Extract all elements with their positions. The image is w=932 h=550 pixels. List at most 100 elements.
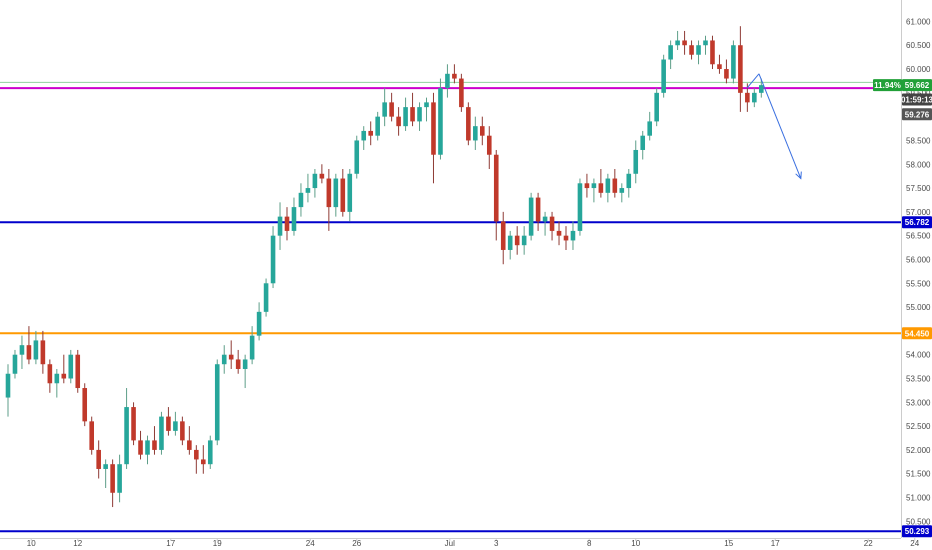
price-tags: 11.94% 59.662 01:59:13 59.276 56.782 54.450 50… [873, 79, 932, 538]
candle-body [486, 135, 492, 155]
candle-body [180, 421, 185, 441]
candle [493, 149, 499, 241]
candle [514, 226, 520, 255]
candle [570, 221, 576, 250]
candle [40, 330, 46, 374]
candle-body [591, 183, 597, 189]
candle-body [305, 188, 311, 193]
candle [759, 78, 764, 98]
y-tick-label: 54.000 [906, 351, 931, 360]
candle-body [682, 40, 687, 46]
candle [654, 88, 659, 127]
candle-body [452, 73, 457, 79]
candle-body [47, 364, 53, 384]
candle-body [249, 335, 255, 360]
candle-body [703, 40, 708, 46]
candle [389, 92, 394, 122]
candle-body [159, 416, 164, 450]
candle-body [333, 178, 339, 208]
candle-body [633, 149, 639, 174]
candle-body [514, 235, 520, 246]
y-tick-label: 57.500 [906, 184, 931, 193]
candle-body [521, 235, 527, 246]
candle-body [201, 459, 206, 465]
tag-text: 59.662 [905, 81, 930, 90]
candle-body [221, 354, 227, 365]
candle-body [731, 45, 736, 79]
horizontal-levels [0, 81, 901, 533]
candle-body [68, 354, 74, 379]
candle [207, 435, 213, 469]
tag-bg [902, 327, 932, 340]
x-tick-label: 15 [724, 539, 733, 548]
candle [249, 326, 255, 365]
candle [682, 30, 687, 55]
y-tick-label: 60.500 [906, 41, 931, 50]
candle [61, 354, 67, 384]
tag-text: 56.782 [905, 218, 930, 227]
candle [647, 111, 652, 141]
projection-arrow[interactable] [746, 73, 802, 180]
candle-body [207, 440, 213, 465]
candle [752, 88, 757, 108]
time-axis[interactable]: 101217192426Jul38101517222429 [27, 538, 932, 548]
candle [703, 35, 708, 55]
candle [549, 211, 555, 241]
tag-text: 54.450 [905, 329, 930, 338]
candle-body [717, 64, 722, 70]
candle-body [12, 354, 18, 374]
candle [159, 411, 164, 455]
candle [298, 183, 304, 217]
y-tick-label: 58.000 [906, 160, 931, 169]
candle-body [389, 102, 394, 117]
candle-body [752, 92, 757, 103]
candle-body [33, 340, 39, 360]
candle-body [82, 388, 88, 422]
candle-body [75, 354, 81, 389]
tag-bg [873, 79, 902, 92]
candle-body [535, 197, 541, 222]
candle-body [375, 116, 380, 136]
candle [731, 40, 736, 84]
candle-body [166, 416, 171, 431]
candle [619, 183, 625, 203]
candle [103, 459, 108, 489]
candle-body [124, 407, 129, 465]
candle [263, 278, 269, 317]
candle-body [361, 130, 367, 141]
y-tick-label: 51.000 [906, 494, 931, 503]
candle-body [431, 102, 436, 155]
candle [82, 383, 88, 427]
x-tick-label: 12 [73, 539, 82, 548]
candle [563, 226, 569, 250]
candle [47, 359, 53, 393]
candle [347, 169, 353, 222]
candle [291, 197, 297, 236]
candle [305, 173, 311, 203]
x-tick-label: 19 [213, 539, 222, 548]
candle [417, 102, 422, 131]
candle-body [417, 107, 422, 122]
candle [633, 140, 639, 184]
candle-body [89, 421, 94, 450]
candle [201, 445, 206, 474]
candle [138, 430, 143, 460]
candle [717, 54, 722, 74]
candle [500, 211, 506, 265]
candle [403, 97, 408, 131]
candle [577, 178, 583, 236]
x-tick-label: 26 [352, 539, 361, 548]
candle-body [187, 440, 192, 450]
y-tick-label: 56.000 [906, 255, 931, 264]
candle [382, 88, 387, 127]
candle [438, 78, 443, 160]
candle [110, 459, 115, 508]
y-tick-label: 51.500 [906, 470, 931, 479]
x-tick-label: 17 [166, 539, 175, 548]
plot-area[interactable] [0, 26, 901, 533]
candle [180, 416, 185, 446]
candle [68, 349, 74, 384]
candle [256, 302, 262, 341]
tag-bg [902, 108, 932, 121]
